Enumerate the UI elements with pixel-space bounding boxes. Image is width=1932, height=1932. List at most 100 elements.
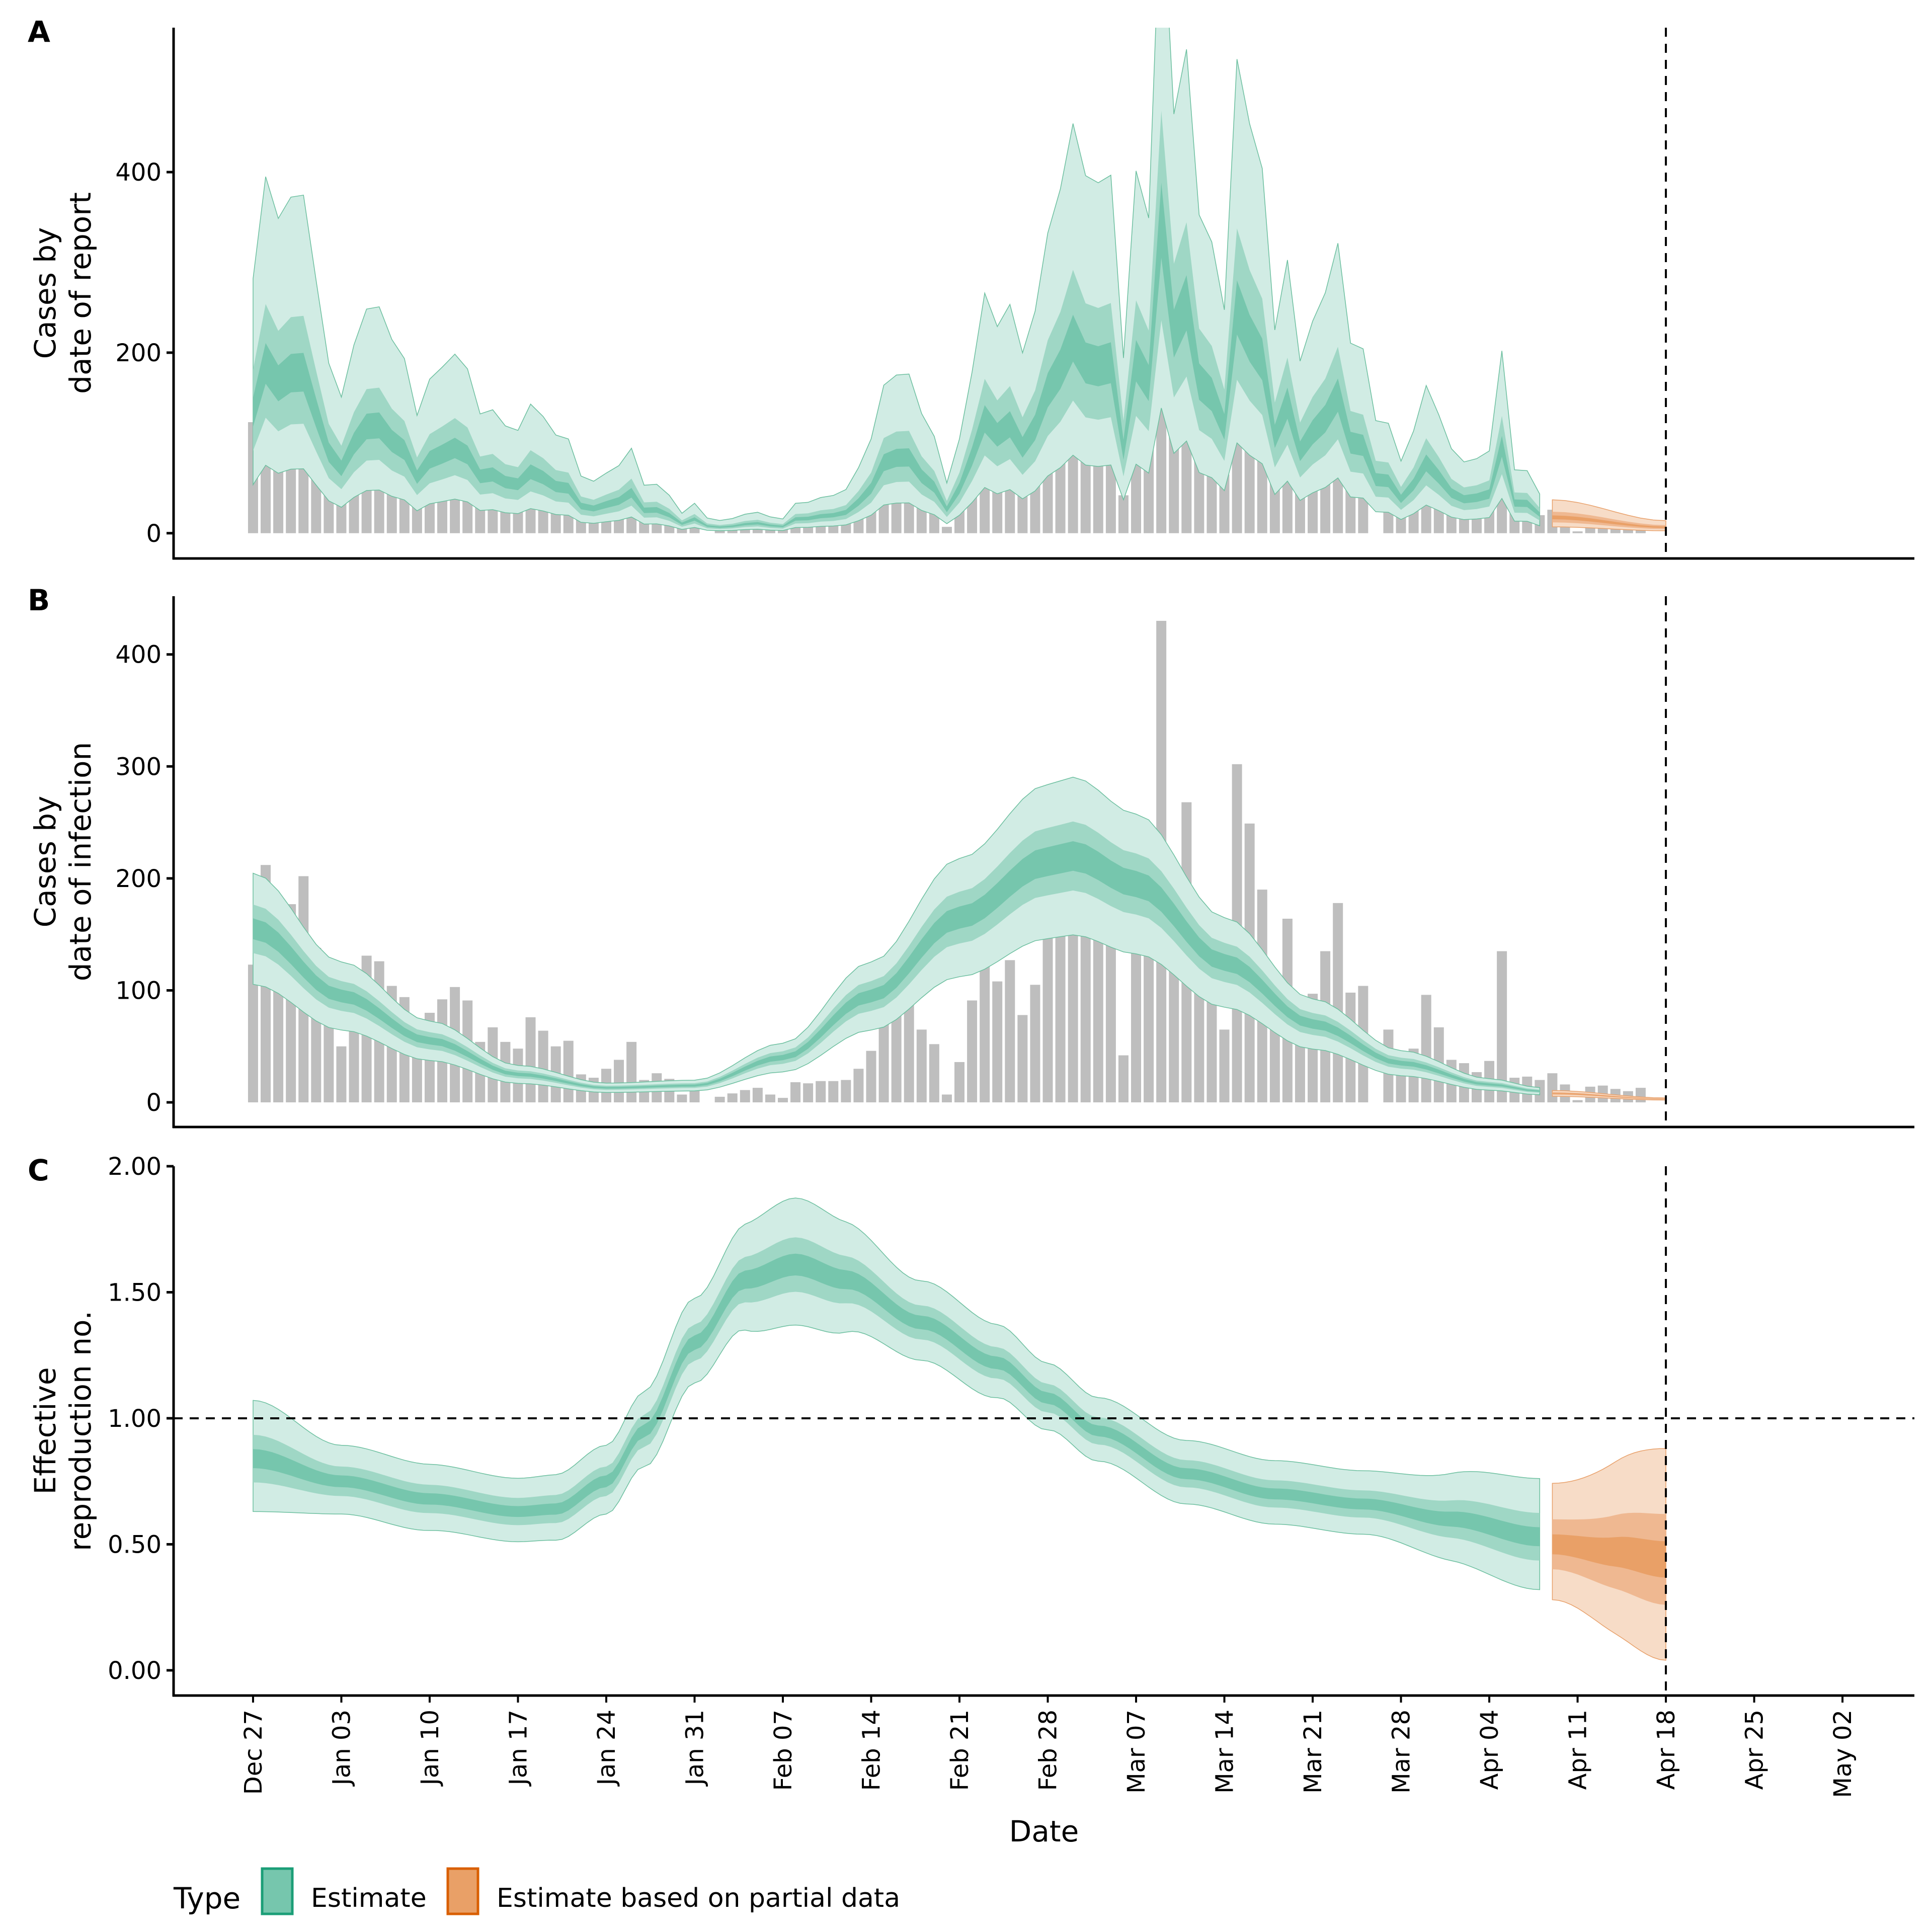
x-tick-label: Mar 07: [1122, 1710, 1151, 1794]
panel-label: C: [28, 1153, 49, 1187]
bar: [778, 529, 788, 533]
y-tick-label: 0.00: [108, 1657, 162, 1685]
x-axis-title: Date: [1009, 1814, 1079, 1848]
x-tick-label: Apr 11: [1564, 1710, 1592, 1790]
bar: [878, 1006, 889, 1103]
y-axis-title: Effectivereproduction no.: [28, 1311, 98, 1551]
bar: [1572, 531, 1583, 533]
y-axis-title-line: Cases by: [28, 227, 62, 359]
y-tick-label: 200: [115, 865, 162, 893]
legend-title: Type: [173, 1881, 240, 1915]
y-axis-title-line: date of infection: [63, 742, 98, 982]
x-tick-label: Feb 28: [1034, 1710, 1063, 1791]
bar: [1005, 960, 1015, 1103]
bar: [1572, 1100, 1583, 1103]
bar: [1635, 1088, 1646, 1103]
bar: [980, 937, 990, 1103]
plot-area: [248, 28, 1666, 533]
x-tick-label: Apr 25: [1741, 1710, 1769, 1790]
bar: [1421, 995, 1431, 1103]
y-axis-title-line: Cases by: [28, 796, 62, 928]
bar: [1396, 1069, 1406, 1103]
bar: [1219, 1029, 1230, 1103]
bar: [677, 1094, 687, 1103]
bar: [954, 1062, 965, 1103]
y-tick-label: 100: [115, 977, 162, 1005]
bar: [727, 1093, 738, 1103]
bar: [790, 1082, 801, 1103]
y-axis-title-line: date of report: [63, 192, 98, 394]
x-tick-label: Apr 04: [1476, 1710, 1504, 1790]
y-tick-label: 1.50: [108, 1278, 162, 1307]
x-tick-label: Jan 03: [328, 1710, 356, 1787]
legend: Type Estimate Estimate based on partial …: [173, 1867, 900, 1915]
bar: [740, 1090, 750, 1103]
legend-key-estimate: [261, 1867, 294, 1915]
bar: [1042, 921, 1053, 1103]
plot-area: [253, 1197, 1666, 1661]
bar: [853, 1069, 864, 1103]
x-tick-label: Jan 31: [681, 1710, 709, 1787]
bar: [626, 1041, 637, 1103]
bar: [941, 527, 952, 533]
y-tick-label: 300: [115, 753, 162, 781]
x-tick-label: May 02: [1829, 1710, 1857, 1798]
x-tick-label: Feb 14: [858, 1710, 886, 1791]
partial-estimate-band: [1552, 1093, 1666, 1099]
y-tick-label: 400: [115, 158, 162, 187]
panel-b: B Cases bydate of infection 0 100 200 300 400: [28, 583, 1914, 1129]
y-axis-title-line: Effective: [28, 1367, 62, 1494]
bar: [752, 1088, 763, 1103]
y-axis-title-line: reproduction no.: [63, 1311, 98, 1551]
legend-key-partial: [446, 1867, 479, 1915]
bar: [1333, 903, 1343, 1103]
bar: [816, 1081, 826, 1103]
bar: [1017, 1015, 1028, 1103]
x-tick-label: Jan 17: [504, 1710, 532, 1787]
bar: [841, 1080, 851, 1103]
plot-area: [248, 620, 1666, 1103]
bar: [803, 1083, 814, 1103]
x-tick-label: Mar 28: [1388, 1710, 1416, 1794]
y-axis-title: Cases bydate of infection: [28, 742, 98, 982]
bar: [916, 1029, 927, 1103]
bar: [904, 1001, 914, 1103]
x-tick-label: Dec 27: [239, 1710, 268, 1795]
estimate-band: [253, 183, 1540, 528]
bar: [1118, 1055, 1129, 1103]
y-tick-label: 0: [146, 520, 162, 548]
x-tick-label: Apr 18: [1652, 1710, 1680, 1790]
x-axis: Dec 27 Jan 03 Jan 10 Jan 17 Jan 24 Jan 31 Feb …: [239, 1696, 1857, 1798]
bar: [1497, 951, 1507, 1103]
bar: [866, 1051, 876, 1103]
y-tick-label: 0.50: [108, 1531, 162, 1559]
panel-c: C Effectivereproduction no. 0.00 0.50 1.00 1.…: [28, 1153, 1914, 1697]
panel-label: A: [28, 15, 50, 49]
bar: [967, 1000, 978, 1103]
y-tick-label: 2.00: [108, 1153, 162, 1181]
x-tick-label: Feb 07: [769, 1710, 797, 1791]
x-tick-label: Jan 10: [416, 1710, 444, 1787]
bar: [891, 1001, 902, 1103]
partial-estimate-band: [1552, 1534, 1666, 1578]
bar: [614, 1060, 624, 1103]
bar: [778, 1098, 788, 1103]
bar: [412, 1052, 422, 1103]
bar: [1269, 1021, 1280, 1103]
bar: [525, 1017, 536, 1103]
y-axis-title: Cases bydate of report: [28, 192, 98, 394]
y-tick-label: 400: [115, 641, 162, 669]
legend-label-partial: Estimate based on partial data: [497, 1883, 900, 1913]
bar: [248, 964, 258, 1103]
y-tick-label: 200: [115, 339, 162, 367]
bar: [765, 1094, 775, 1103]
x-tick-label: Mar 14: [1211, 1710, 1239, 1794]
bar: [992, 981, 1003, 1103]
bar: [828, 1081, 839, 1103]
estimate-band: [253, 1253, 1540, 1547]
bar: [1144, 946, 1154, 1103]
bar: [1118, 495, 1129, 533]
bar: [563, 1040, 574, 1103]
bar: [1055, 892, 1066, 1103]
